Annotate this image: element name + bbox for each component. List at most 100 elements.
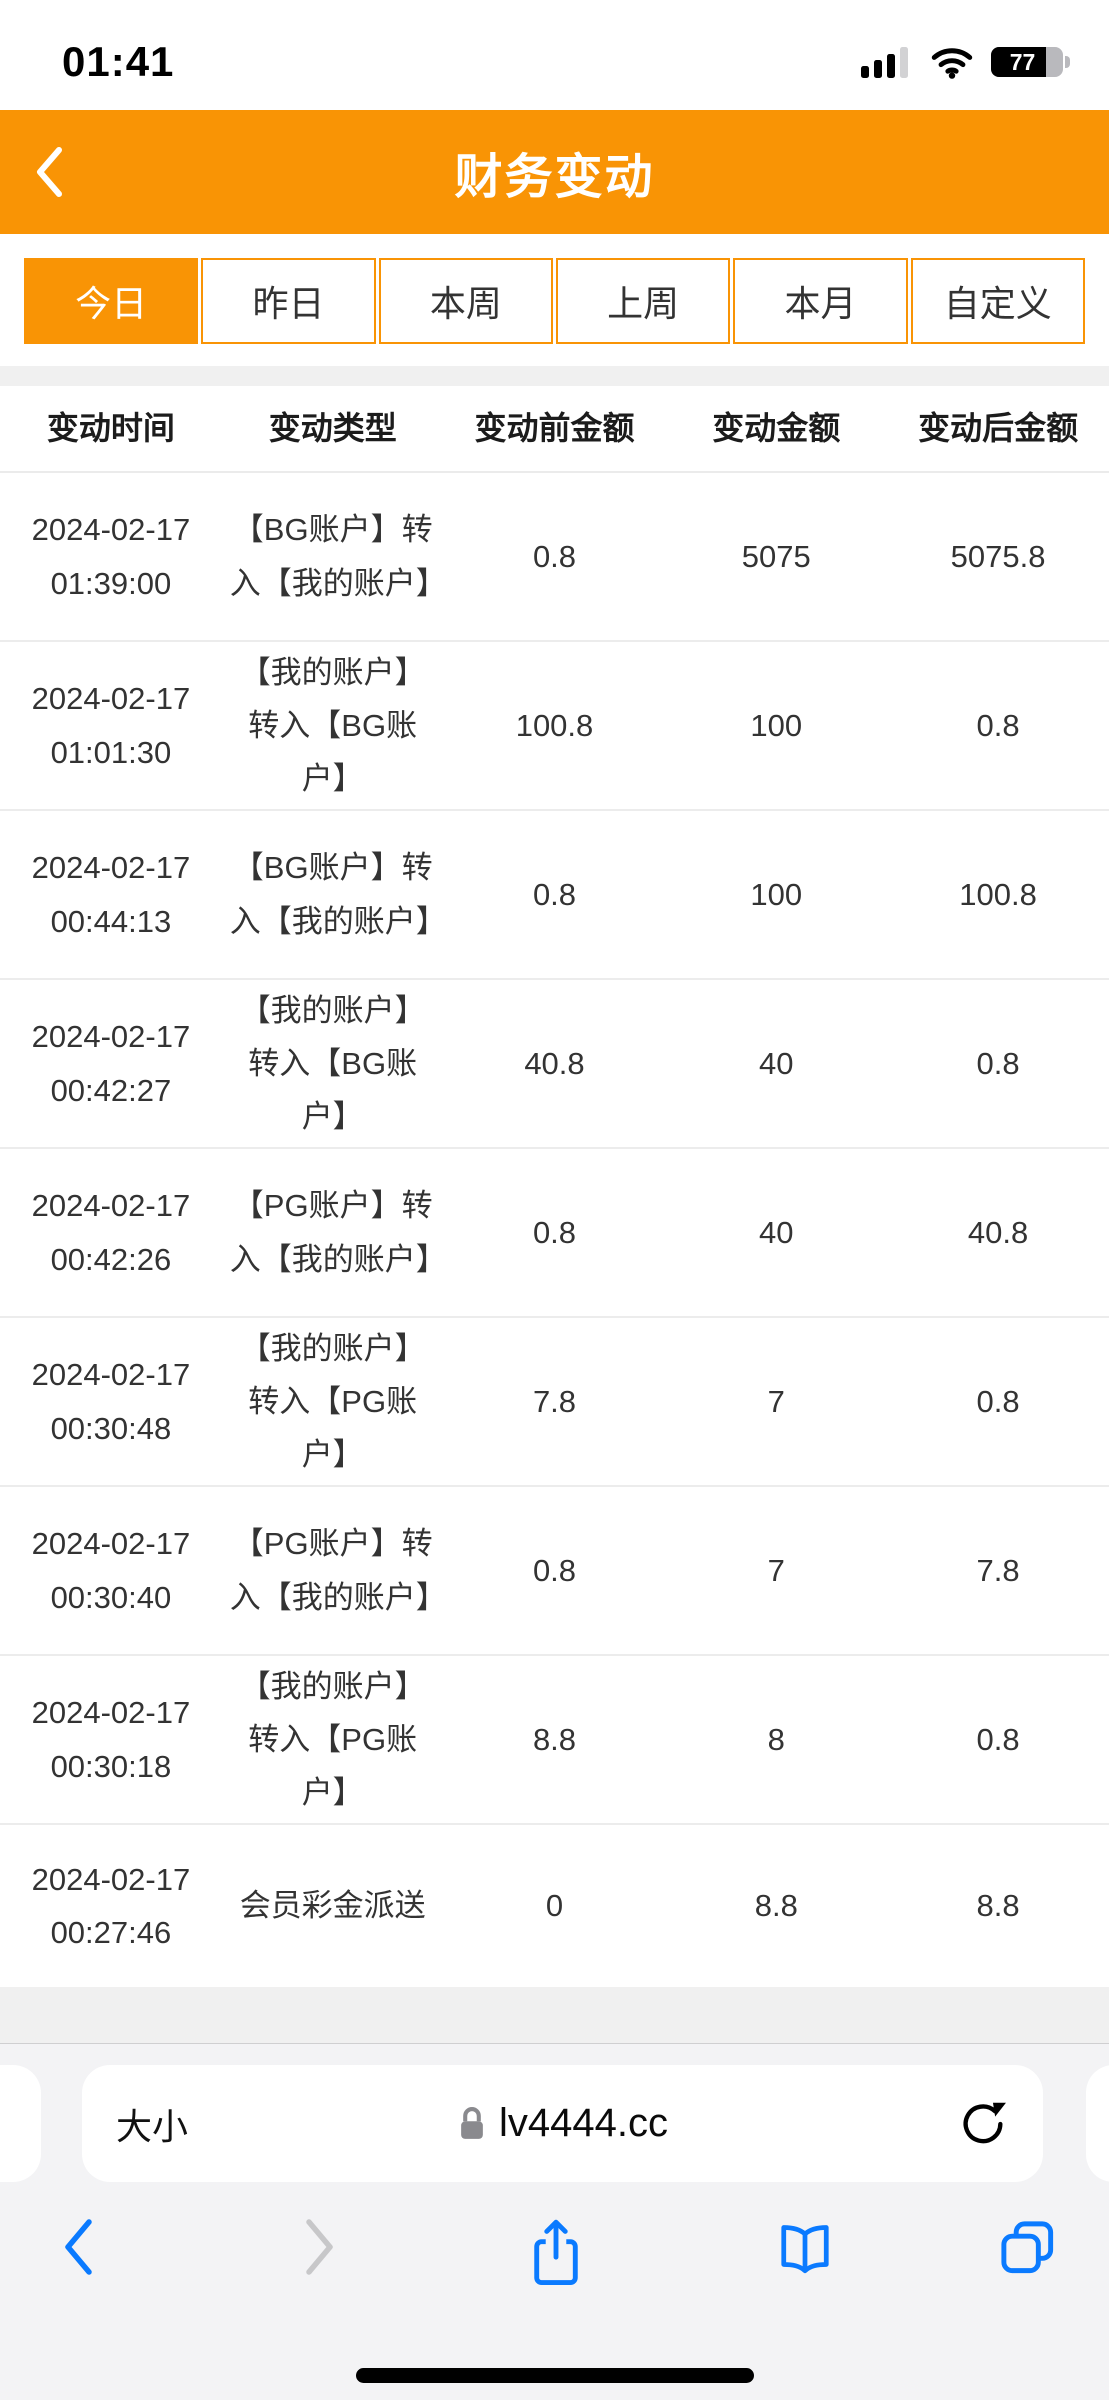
cell-time: 2024-02-17 00:30:18 bbox=[0, 1686, 222, 1793]
safari-toolbar: 大小 lv4444.cc bbox=[0, 2043, 1109, 2400]
cell-date: 2024-02-17 bbox=[31, 1019, 191, 1055]
cell-time: 2024-02-17 01:01:30 bbox=[0, 672, 222, 779]
filter-tab-4[interactable]: 上周 bbox=[555, 258, 731, 344]
cell-before-amount: 0.8 bbox=[532, 538, 577, 574]
back-nav-icon[interactable] bbox=[61, 2216, 95, 2278]
table-row: 2024-02-17 01:01:30 【我的账户】转入【BG账户】 100.8 100… bbox=[0, 642, 1109, 811]
bookmarks-icon[interactable] bbox=[770, 2216, 840, 2278]
filter-tab-3[interactable]: 本周 bbox=[378, 258, 553, 344]
date-filter-tabs: 今日 昨日 本周 上周 本月 自定义 bbox=[0, 258, 1109, 344]
cell-date: 2024-02-17 bbox=[31, 1188, 191, 1224]
battery-percent: 77 bbox=[1009, 48, 1036, 75]
cell-date: 2024-02-17 bbox=[31, 681, 191, 717]
text-size-button[interactable]: 大小 bbox=[116, 2105, 189, 2147]
table-row: 2024-02-17 01:39:00 【BG账户】转入【我的账户】 0.8 5075 5… bbox=[0, 473, 1109, 642]
filter-tab-5[interactable]: 本月 bbox=[733, 258, 908, 344]
table-row: 2024-02-17 00:30:40 【PG账户】转入【我的账户】 0.8 7 7.8 bbox=[0, 1487, 1109, 1656]
cell-date: 2024-02-17 bbox=[31, 850, 191, 886]
cell-date: 2024-02-17 bbox=[31, 512, 191, 548]
cell-after-amount: 8.8 bbox=[976, 1888, 1020, 1924]
cell-time: 2024-02-17 00:30:40 bbox=[0, 1517, 222, 1624]
filter-tab-1[interactable]: 今日 bbox=[24, 258, 199, 344]
url-domain: lv4444.cc bbox=[499, 2101, 668, 2145]
share-icon[interactable] bbox=[525, 2216, 587, 2288]
transactions-table: 变动时间 变动类型 变动前金额 变动金额 变动后金额 2024-02-17 01:… bbox=[0, 386, 1109, 1987]
table-row: 2024-02-17 00:44:13 【BG账户】转入【我的账户】 0.8 100 10… bbox=[0, 811, 1109, 980]
cell-change-amount: 7 bbox=[767, 1552, 785, 1588]
cell-time: 2024-02-17 00:27:46 bbox=[0, 1853, 222, 1960]
cell-after-amount: 0.8 bbox=[976, 707, 1020, 743]
tabs-icon[interactable] bbox=[996, 2216, 1060, 2280]
cell-before-amount: 40.8 bbox=[524, 1045, 585, 1081]
page-background bbox=[0, 1987, 1109, 2043]
status-time: 01:41 bbox=[62, 38, 175, 85]
cell-type: 【我的账户】转入【BG账户】 bbox=[239, 992, 426, 1135]
cell-clock: 00:42:26 bbox=[50, 1241, 172, 1277]
cell-clock: 00:30:48 bbox=[50, 1410, 172, 1446]
safari-nav-bar bbox=[0, 2216, 1109, 2286]
filter-tab-2[interactable]: 昨日 bbox=[201, 258, 376, 344]
section-divider bbox=[0, 366, 1109, 386]
forward-nav-icon[interactable] bbox=[303, 2216, 337, 2278]
spacer bbox=[0, 344, 1109, 366]
safari-tab-strip: 大小 lv4444.cc bbox=[0, 2065, 1109, 2182]
column-header-amount: 变动金额 bbox=[712, 410, 841, 447]
cell-change-amount: 40 bbox=[759, 1045, 794, 1081]
cell-change-amount: 100 bbox=[750, 876, 803, 912]
cell-date: 2024-02-17 bbox=[31, 1357, 191, 1393]
filter-tab-6[interactable]: 自定义 bbox=[910, 258, 1085, 344]
cell-change-amount: 8 bbox=[767, 1721, 785, 1757]
home-indicator[interactable] bbox=[355, 2368, 754, 2383]
cell-type: 【我的账户】转入【PG账户】 bbox=[239, 1330, 426, 1473]
cell-clock: 00:27:46 bbox=[50, 1915, 172, 1950]
cell-time: 2024-02-17 00:42:27 bbox=[0, 1010, 222, 1117]
cell-before-amount: 0.8 bbox=[532, 1552, 577, 1588]
cell-date: 2024-02-17 bbox=[31, 1526, 191, 1562]
cell-change-amount: 7 bbox=[767, 1383, 785, 1419]
cell-clock: 00:30:18 bbox=[50, 1748, 172, 1784]
table-row: 2024-02-17 00:30:48 【我的账户】转入【PG账户】 7.8 7 0.8 bbox=[0, 1318, 1109, 1487]
cell-type: 【BG账户】转入【我的账户】 bbox=[229, 512, 447, 601]
table-row: 2024-02-17 00:30:18 【我的账户】转入【PG账户】 8.8 8 0.8 bbox=[0, 1656, 1109, 1825]
status-icons: 77 bbox=[861, 45, 1073, 79]
cell-after-amount: 40.8 bbox=[967, 1214, 1029, 1250]
address-bar[interactable]: 大小 lv4444.cc bbox=[82, 2065, 1043, 2182]
app-header: 财务变动 bbox=[0, 110, 1109, 234]
previous-tab-peek[interactable] bbox=[0, 2065, 41, 2182]
cell-date: 2024-02-17 bbox=[31, 1861, 191, 1897]
cell-after-amount: 7.8 bbox=[976, 1552, 1020, 1588]
cell-after-amount: 0.8 bbox=[976, 1721, 1020, 1757]
table-header-row: 变动时间 变动类型 变动前金额 变动金额 变动后金额 bbox=[0, 386, 1109, 473]
status-bar: 01:41 77 bbox=[0, 0, 1109, 110]
cell-clock: 00:44:13 bbox=[50, 903, 172, 939]
column-header-type: 变动类型 bbox=[268, 410, 397, 447]
cell-time: 2024-02-17 00:42:26 bbox=[0, 1179, 222, 1286]
cell-type: 【PG账户】转入【我的账户】 bbox=[229, 1526, 447, 1615]
cell-type: 【我的账户】转入【BG账户】 bbox=[239, 654, 426, 797]
cell-clock: 01:01:30 bbox=[50, 734, 172, 770]
table-body: 2024-02-17 01:39:00 【BG账户】转入【我的账户】 0.8 5075 5… bbox=[0, 473, 1109, 1987]
cell-change-amount: 100 bbox=[750, 707, 803, 743]
spacer bbox=[0, 234, 1109, 258]
column-header-time: 变动时间 bbox=[46, 410, 175, 447]
cell-after-amount: 100.8 bbox=[959, 876, 1037, 912]
next-tab-peek[interactable] bbox=[1086, 2065, 1109, 2182]
column-header-before: 变动前金额 bbox=[474, 410, 635, 447]
column-header-after: 变动后金额 bbox=[918, 410, 1079, 447]
cell-time: 2024-02-17 00:30:48 bbox=[0, 1348, 222, 1455]
table-row: 2024-02-17 00:42:27 【我的账户】转入【BG账户】 40.8 40 0.… bbox=[0, 980, 1109, 1149]
table-row: 2024-02-17 00:42:26 【PG账户】转入【我的账户】 0.8 40 40.… bbox=[0, 1149, 1109, 1318]
cell-type: 【BG账户】转入【我的账户】 bbox=[229, 850, 447, 939]
back-icon[interactable] bbox=[34, 146, 64, 198]
cell-clock: 00:30:40 bbox=[50, 1579, 172, 1615]
cellular-signal-icon bbox=[861, 47, 908, 78]
cell-type: 会员彩金派送 bbox=[239, 1888, 426, 1924]
cell-after-amount: 0.8 bbox=[976, 1383, 1020, 1419]
reload-icon[interactable] bbox=[957, 2098, 1009, 2150]
wifi-icon bbox=[931, 48, 973, 79]
cell-before-amount: 0 bbox=[545, 1888, 564, 1924]
table-row: 2024-02-17 00:27:46 会员彩金派送 0 8.8 8.8 bbox=[0, 1825, 1109, 1987]
cell-time: 2024-02-17 00:44:13 bbox=[0, 841, 222, 948]
cell-before-amount: 0.8 bbox=[532, 876, 577, 912]
